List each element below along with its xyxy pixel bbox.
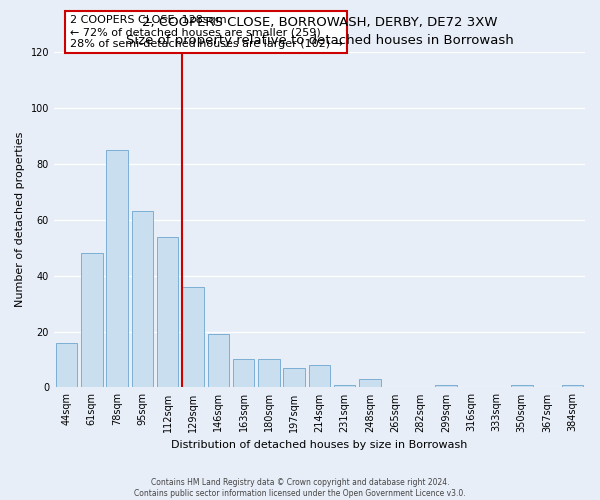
Bar bbox=[283, 368, 305, 388]
Bar bbox=[258, 360, 280, 388]
Bar bbox=[435, 384, 457, 388]
Title: 2, COOPERS CLOSE, BORROWASH, DERBY, DE72 3XW
Size of property relative to detach: 2, COOPERS CLOSE, BORROWASH, DERBY, DE72… bbox=[125, 16, 514, 46]
Y-axis label: Number of detached properties: Number of detached properties bbox=[15, 132, 25, 308]
Bar bbox=[309, 365, 330, 388]
Bar bbox=[131, 212, 153, 388]
Text: 2 COOPERS CLOSE: 128sqm
← 72% of detached houses are smaller (259)
28% of semi-d: 2 COOPERS CLOSE: 128sqm ← 72% of detache… bbox=[70, 16, 343, 48]
Bar bbox=[56, 342, 77, 388]
Bar bbox=[182, 287, 204, 388]
Text: Contains HM Land Registry data © Crown copyright and database right 2024.
Contai: Contains HM Land Registry data © Crown c… bbox=[134, 478, 466, 498]
Bar bbox=[208, 334, 229, 388]
X-axis label: Distribution of detached houses by size in Borrowash: Distribution of detached houses by size … bbox=[171, 440, 467, 450]
Bar bbox=[562, 384, 583, 388]
Bar bbox=[334, 384, 355, 388]
Bar bbox=[81, 254, 103, 388]
Bar bbox=[106, 150, 128, 388]
Bar bbox=[359, 379, 381, 388]
Bar bbox=[157, 236, 178, 388]
Bar bbox=[233, 360, 254, 388]
Bar bbox=[511, 384, 533, 388]
